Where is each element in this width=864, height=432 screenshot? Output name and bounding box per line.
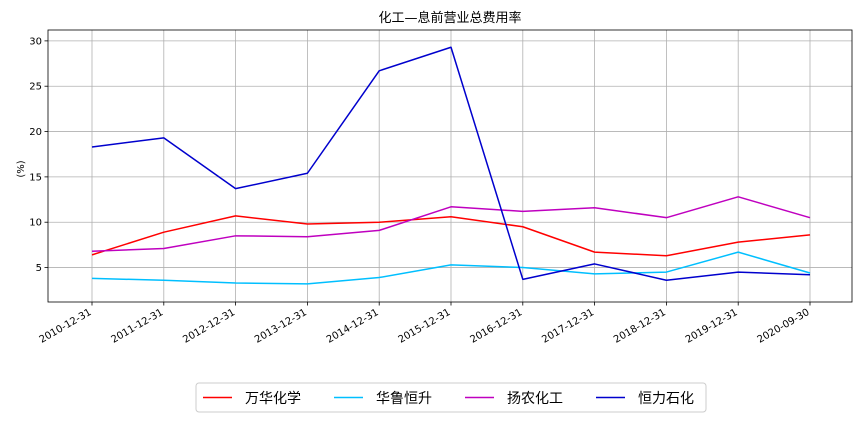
x-tick-label: 2011-12-31 — [109, 307, 165, 346]
x-tick-label: 2016-12-31 — [468, 307, 524, 346]
x-tick-label: 2014-12-31 — [325, 307, 381, 346]
legend-frame — [195, 382, 707, 413]
y-axis-label: (%) — [16, 160, 27, 177]
y-tick-label: 15 — [29, 172, 42, 183]
legend-label: 华鲁恒升 — [376, 391, 432, 407]
x-tick-label: 2020-09-30 — [756, 307, 812, 346]
y-axis-ticks: 5 10 15 20 25 30 — [29, 36, 48, 274]
y-tick-label: 10 — [29, 218, 42, 229]
series-line-2 — [91, 196, 811, 252]
y-tick-label: 5 — [36, 263, 42, 274]
series-line-0 — [91, 215, 811, 257]
series-line-1 — [91, 251, 811, 285]
grid — [48, 30, 852, 302]
legend: 万华化学 华鲁恒升 扬农化工 恒力石化 — [195, 382, 707, 413]
series-lines — [91, 46, 811, 285]
plot-frame — [47, 29, 853, 303]
chart-title: 化工—息前营业总费用率 — [378, 10, 521, 26]
x-tick-label: 2010-12-31 — [38, 307, 94, 346]
x-tick-label: 2015-12-31 — [397, 307, 453, 346]
x-tick-label: 2013-12-31 — [253, 307, 309, 346]
series-line-3 — [91, 46, 811, 281]
x-tick-label: 2019-12-31 — [684, 307, 740, 346]
y-tick-label: 20 — [29, 127, 42, 138]
legend-label: 万华化学 — [245, 391, 301, 407]
y-tick-label: 30 — [29, 36, 42, 47]
legend-label: 恒力石化 — [638, 391, 694, 407]
y-tick-label: 25 — [29, 82, 42, 93]
x-axis-ticks: 2010-12-31 2011-12-31 2012-12-31 2013-12-31… — [38, 302, 812, 346]
x-tick-label: 2017-12-31 — [540, 307, 596, 346]
x-tick-label: 2018-12-31 — [612, 307, 668, 346]
x-tick-label: 2012-12-31 — [181, 307, 237, 346]
legend-label: 扬农化工 — [507, 391, 563, 407]
